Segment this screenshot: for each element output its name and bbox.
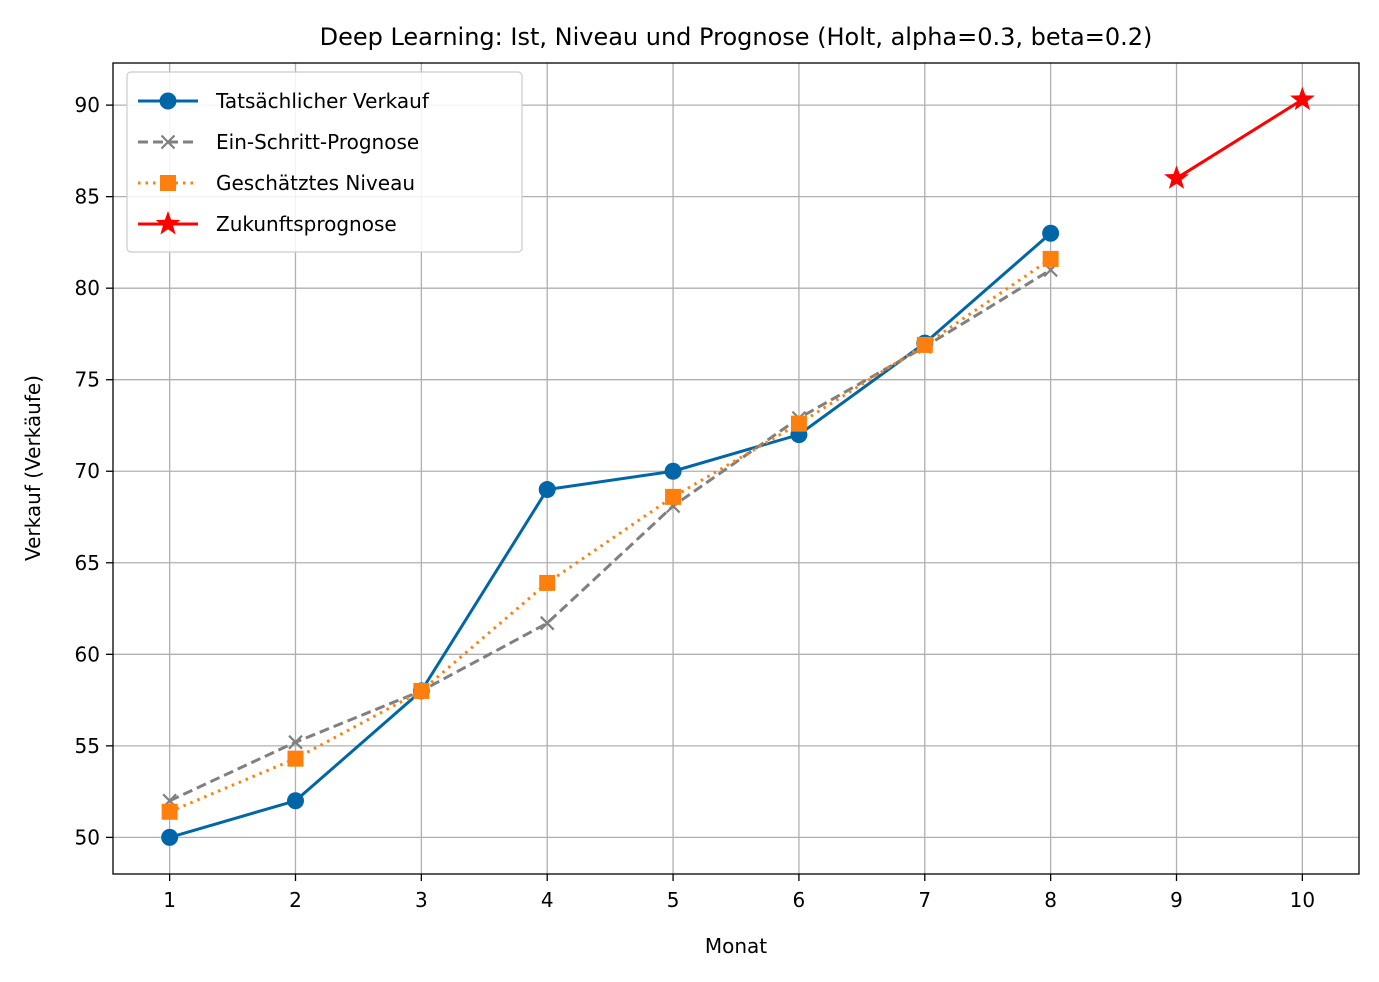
data-point xyxy=(1164,165,1189,189)
x-tick-label: 9 xyxy=(1170,888,1183,912)
data-point xyxy=(664,462,682,480)
y-tick-label: 80 xyxy=(75,276,100,300)
series-line xyxy=(1175,98,1304,180)
legend-label: Tatsächlicher Verkauf xyxy=(215,89,430,113)
y-tick-label: 75 xyxy=(75,368,100,392)
y-tick-label: 65 xyxy=(75,551,100,575)
legend: Tatsächlicher Verkauf Ein-Schritt-Prognos… xyxy=(126,71,523,253)
data-point xyxy=(161,803,178,820)
axes: 1 2 3 4 5 6 7 8 9 10 50 55 60 65 70 75 80 85 90 xyxy=(75,93,1316,912)
series-line xyxy=(169,232,1052,839)
x-tick-label: 6 xyxy=(793,888,806,912)
series-line xyxy=(169,268,1052,803)
x-tick-label: 3 xyxy=(415,888,428,912)
series-4 xyxy=(1164,86,1315,189)
legend-marker xyxy=(159,92,177,110)
data-point xyxy=(790,415,807,432)
x-tick-label: 1 xyxy=(163,888,176,912)
chart-title: Deep Learning: Ist, Niveau und Prognose … xyxy=(320,23,1153,51)
legend-label: Ein-Schritt-Prognose xyxy=(216,130,419,154)
data-point xyxy=(287,750,304,767)
legend-marker xyxy=(160,175,176,191)
series-3 xyxy=(161,250,1059,820)
x-tick-label: 10 xyxy=(1290,888,1315,912)
data-point xyxy=(539,615,555,631)
y-tick-label: 70 xyxy=(75,459,100,483)
x-tick-label: 4 xyxy=(541,888,554,912)
legend-entry: Ein-Schritt-Prognose xyxy=(138,130,419,154)
data-point xyxy=(286,792,304,810)
y-tick-label: 50 xyxy=(75,825,100,849)
y-tick-label: 60 xyxy=(75,642,100,666)
x-tick-label: 5 xyxy=(667,888,680,912)
y-tick-label: 90 xyxy=(75,93,100,117)
data-point xyxy=(288,734,303,750)
data-point xyxy=(1042,224,1060,242)
legend-entry: Geschätztes Niveau xyxy=(138,171,415,195)
legend-marker xyxy=(155,211,181,235)
x-tick-label: 8 xyxy=(1044,888,1057,912)
x-tick-label: 2 xyxy=(289,888,302,912)
x-tick-label: 7 xyxy=(918,888,931,912)
plot-series xyxy=(161,86,1315,846)
legend-marker xyxy=(160,134,176,150)
legend-box xyxy=(126,71,523,253)
legend-label: Geschätztes Niveau xyxy=(216,171,415,195)
data-point xyxy=(539,574,556,591)
data-point xyxy=(665,488,682,505)
plot-frame xyxy=(112,62,1360,875)
legend-entry: Zukunftsprognose xyxy=(138,211,397,236)
grid xyxy=(113,63,1359,874)
data-point xyxy=(413,682,430,699)
data-point xyxy=(916,336,933,353)
y-axis-label: Verkauf (Verkäufe) xyxy=(21,375,45,561)
legend-entry: Tatsächlicher Verkauf xyxy=(138,89,430,113)
data-point xyxy=(161,828,179,846)
x-axis-label: Monat xyxy=(705,934,767,958)
y-tick-label: 55 xyxy=(75,734,100,758)
data-point xyxy=(538,481,556,499)
y-tick-label: 85 xyxy=(75,185,100,209)
legend-label: Zukunftsprognose xyxy=(216,212,397,236)
data-point xyxy=(1042,250,1059,267)
data-point xyxy=(1290,86,1315,111)
